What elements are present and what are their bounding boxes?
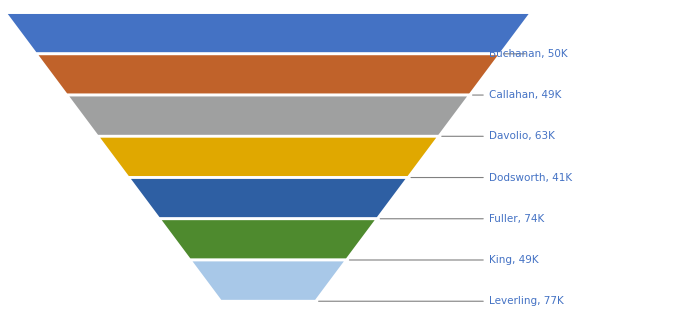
Text: Leverling, 77K: Leverling, 77K [318,296,564,306]
Text: Callahan, 49K: Callahan, 49K [473,90,561,100]
Text: Buchanan, 50K: Buchanan, 50K [489,49,568,59]
Polygon shape [159,219,377,260]
Text: King, 49K: King, 49K [349,255,538,265]
Polygon shape [36,54,500,95]
Polygon shape [97,136,439,178]
Text: Davolio, 63K: Davolio, 63K [442,131,554,141]
Text: Fuller, 74K: Fuller, 74K [380,214,544,224]
Polygon shape [5,12,531,54]
Polygon shape [66,95,470,136]
Text: Dodsworth, 41K: Dodsworth, 41K [411,172,572,182]
Polygon shape [190,260,346,301]
Polygon shape [128,178,408,219]
